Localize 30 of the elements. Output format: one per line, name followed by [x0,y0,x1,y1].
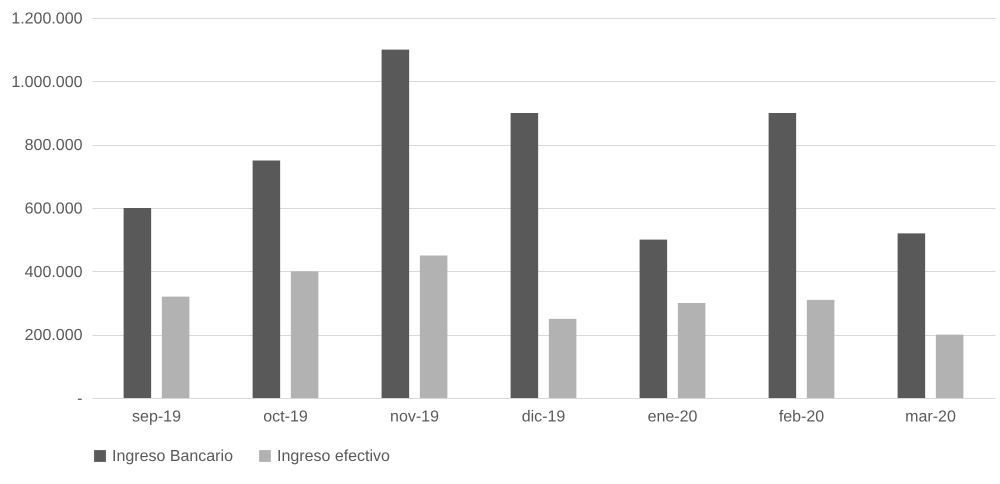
x-tick-label: ene-20 [648,408,698,426]
bar [898,233,926,398]
bar [806,300,834,398]
x-tick-label: mar-20 [905,408,956,426]
y-tick-label: - [77,390,82,408]
bar [768,113,796,398]
bar [548,318,576,398]
x-tick-label: oct-19 [263,408,308,426]
x-tick-label: dic-19 [522,408,566,426]
bar [382,50,410,398]
y-tick-label: 1.000.000 [11,74,83,91]
bar [678,303,706,398]
bar [162,296,190,398]
legend-label: Ingreso Bancario [112,448,234,465]
y-tick-label: 1.200.000 [11,10,83,28]
x-tick-label: feb-20 [778,408,824,426]
bar [420,256,448,398]
bar [510,113,538,398]
y-tick-label: 600.000 [24,200,83,218]
y-tick-label: 200.000 [24,327,83,344]
x-tick-label: nov-19 [390,408,440,426]
x-tick-label: sep-19 [132,408,182,426]
y-tick-label: 400.000 [24,264,83,281]
bar [252,160,280,398]
bar [936,334,964,398]
y-tick-label: 800.000 [24,137,83,154]
bar [640,240,668,398]
bar [124,208,152,398]
legend-label: Ingreso efectivo [277,448,390,465]
bar [290,271,318,398]
